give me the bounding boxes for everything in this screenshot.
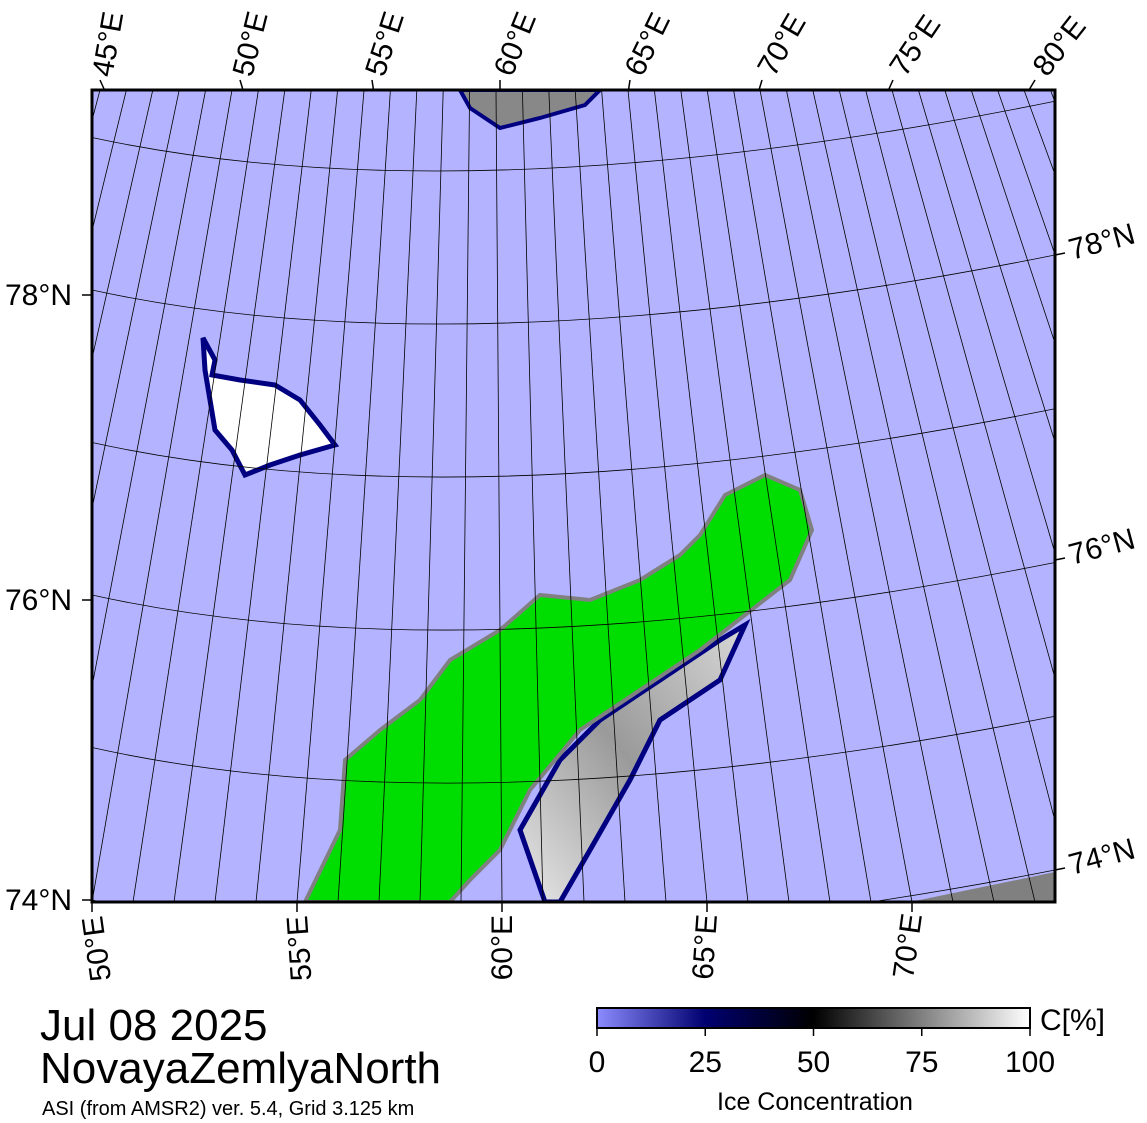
meridian [132, 90, 259, 902]
meridian [337, 90, 391, 902]
colorbar-tick-label: 75 [905, 1046, 938, 1079]
colorbar-tick-label: 100 [1005, 1046, 1055, 1079]
lon-label-bottom: 60°E [486, 915, 519, 980]
lon-label-top: 65°E [619, 8, 677, 81]
meridian [944, 90, 1055, 444]
meridian [0, 0, 61, 1102]
ice-cover [517, 618, 751, 902]
meridian [214, 90, 312, 902]
meridian [653, 90, 749, 902]
parallel [92, 100, 1055, 172]
colorbar-unit: C[%] [1040, 1004, 1105, 1037]
island-north [457, 90, 603, 131]
parallel [92, 0, 1055, 18]
parallel [92, 869, 1055, 902]
lat-label-right: 78°N [1065, 218, 1138, 267]
lon-label-top: 80°E [1027, 10, 1093, 82]
tick-mark [1054, 252, 1066, 256]
parallel [92, 254, 1055, 325]
meridian [0, 0, 16, 1102]
parallel [92, 562, 1055, 631]
lat-label-left: 74°N [5, 884, 72, 917]
colorbar [596, 1007, 1031, 1029]
meridian [419, 90, 444, 902]
lat-label-right: 76°N [1065, 523, 1138, 572]
tick-mark [1028, 79, 1036, 91]
meridian [495, 90, 503, 902]
meridian [627, 90, 708, 902]
meridian [92, 90, 127, 233]
lon-label-top: 55°E [359, 8, 411, 80]
lon-label-bottom: 70°E [887, 911, 929, 980]
meridian [548, 90, 585, 902]
tick-mark [1054, 867, 1066, 871]
colorbar-label: Ice Concentration [717, 1088, 913, 1116]
lat-label-left: 78°N [5, 279, 72, 312]
land-southeast [910, 872, 1055, 902]
tick-mark [887, 79, 894, 91]
meridian [92, 90, 180, 511]
source: ASI (from AMSR2) ver. 5.4, Grid 3.125 km [42, 1098, 414, 1120]
lon-label-top: 45°E [86, 9, 130, 79]
region: NovayaZemlyaNorth [40, 1044, 441, 1093]
meridian [1023, 90, 1055, 176]
meridian [92, 90, 101, 123]
colorbar-tick-label: 50 [797, 1046, 830, 1079]
meridian [0, 0, 84, 1102]
meridian [460, 90, 471, 902]
parallel [92, 408, 1055, 478]
meridian [574, 90, 626, 902]
lon-label-top: 75°E [883, 9, 947, 82]
meridian [891, 90, 1055, 680]
colorbar-tick-label: 25 [689, 1046, 722, 1079]
map-frame [90, 88, 1057, 904]
tick-mark [239, 79, 244, 91]
meridian [296, 90, 365, 902]
lon-label-top: 70°E [751, 8, 812, 81]
lat-label-right: 74°N [1065, 833, 1138, 882]
meridian [733, 90, 872, 902]
tick-mark [758, 79, 763, 91]
colorbar-tick-label: 0 [589, 1046, 606, 1079]
date: Jul 08 2025 [40, 1001, 268, 1050]
meridian [521, 90, 544, 902]
lon-label-top: 50°E [227, 8, 275, 79]
lon-label-bottom: 65°E [687, 913, 724, 981]
lon-label-top: 60°E [488, 8, 543, 81]
meridian [812, 90, 995, 902]
parallel [92, 715, 1055, 784]
meridian [378, 90, 418, 902]
tick-mark [1054, 557, 1066, 561]
meridian [759, 90, 913, 902]
tick-mark [371, 79, 375, 91]
meridian [601, 90, 667, 902]
meridian [92, 90, 207, 689]
meridian [970, 90, 1055, 345]
meridian [255, 90, 339, 902]
tick-mark [99, 79, 106, 91]
tick-mark [627, 79, 631, 91]
meridian [917, 90, 1055, 555]
landmass [302, 472, 815, 902]
meridian [680, 90, 790, 902]
lat-label-left: 76°N [5, 584, 72, 617]
meridian [706, 90, 831, 902]
lon-label-bottom: 55°E [281, 915, 318, 983]
lon-label-bottom: 50°E [76, 914, 118, 983]
meridian [173, 90, 286, 902]
meridian [0, 0, 38, 1102]
meridian [838, 90, 1036, 902]
meridian [997, 90, 1055, 256]
meridian [1049, 90, 1055, 104]
meridian [865, 90, 1055, 823]
meridian [785, 90, 954, 902]
meridian [92, 90, 154, 361]
